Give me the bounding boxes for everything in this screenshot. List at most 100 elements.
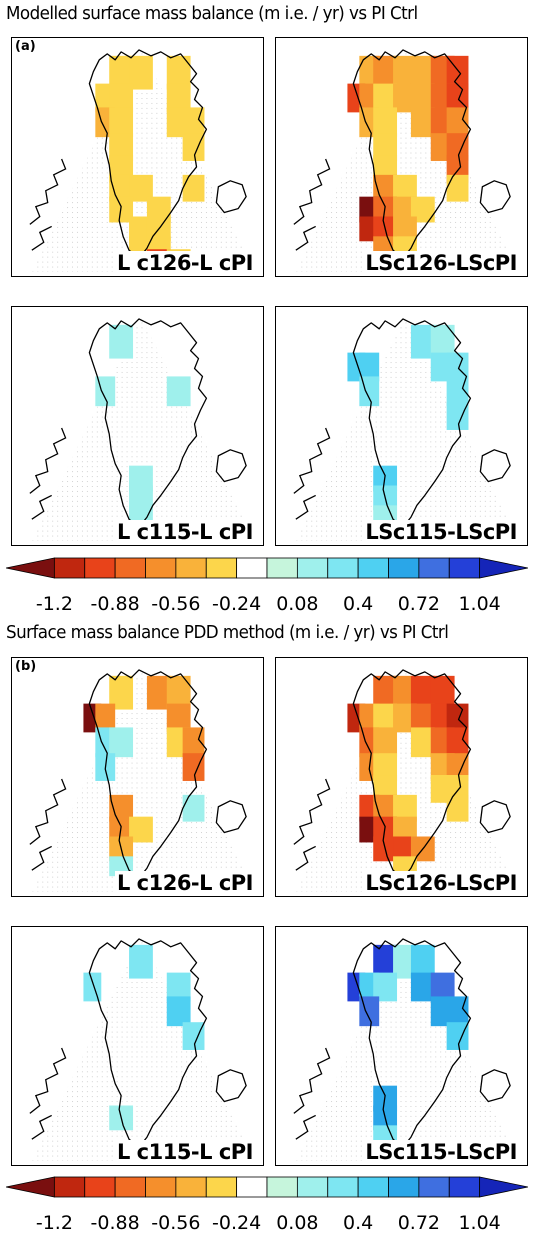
heatmap-cell bbox=[446, 1022, 469, 1050]
heatmap-cell bbox=[373, 83, 398, 113]
panel-caption: LSc126-LScPI bbox=[363, 871, 519, 895]
heatmap-cell bbox=[166, 83, 191, 113]
colorbar-swatch bbox=[357, 557, 389, 579]
colorbar-ticks-b: -1.2 -0.88 -0.56 -0.24 0.08 0.4 0.72 1.04 bbox=[0, 1212, 534, 1236]
heatmap-cell bbox=[373, 107, 398, 138]
colorbar-swatch bbox=[53, 557, 86, 579]
map-svg bbox=[29, 47, 256, 273]
grid-domain bbox=[295, 936, 520, 1162]
colorbar-swatch bbox=[145, 1176, 177, 1198]
colorbar-swatch bbox=[479, 557, 528, 579]
colorbar-swatch bbox=[388, 1176, 420, 1198]
map-panel-b-left: (b) L c126-L cPI bbox=[11, 657, 264, 897]
heatmap-cell bbox=[410, 324, 435, 359]
map-panel-a-right: LSc126-LScPI bbox=[275, 37, 528, 277]
heatmap-cell bbox=[109, 727, 134, 758]
heatmap-cell bbox=[109, 55, 134, 90]
map-svg bbox=[29, 316, 256, 542]
colorbar-swatch bbox=[84, 1176, 116, 1198]
panel-label: (a) bbox=[15, 39, 36, 54]
greenland-coastline bbox=[352, 669, 472, 879]
heatmap-cell bbox=[373, 753, 398, 781]
heatmap-cell bbox=[446, 55, 469, 90]
panel-caption: LSc126-LScPI bbox=[363, 251, 519, 275]
heatmap-cell bbox=[446, 174, 469, 202]
panel-caption: LSc115-LScPI bbox=[363, 1140, 519, 1164]
colorbar-tick-label: -0.24 bbox=[212, 1212, 262, 1234]
heatmap-cell bbox=[446, 107, 469, 138]
map-panel-b2-left: L c115-L cPI bbox=[11, 926, 264, 1166]
greenland-coastline bbox=[88, 938, 208, 1148]
heatmap-cell bbox=[182, 174, 205, 202]
heatmap-cell bbox=[129, 465, 153, 492]
heatmap-cell bbox=[129, 174, 153, 202]
heatmap-cell bbox=[182, 133, 205, 161]
iceland-coastline bbox=[479, 800, 511, 834]
heatmap-cell bbox=[410, 83, 435, 113]
map-svg bbox=[293, 47, 520, 273]
greenland-coastline bbox=[352, 49, 472, 259]
heatmap-cell bbox=[373, 675, 398, 710]
canada-coastline bbox=[29, 158, 67, 251]
heatmap-cell bbox=[166, 703, 191, 733]
colorbar-swatch bbox=[266, 1176, 298, 1198]
heatmap-cell bbox=[373, 133, 398, 161]
colorbar-swatch bbox=[145, 557, 177, 579]
colorbar-tick-label: -0.56 bbox=[151, 1212, 201, 1234]
colorbar-swatch bbox=[236, 557, 268, 579]
map-panel-a2-right: LSc115-LScPI bbox=[275, 306, 528, 546]
heatmap-cell bbox=[446, 83, 469, 113]
heatmap-cell bbox=[95, 376, 116, 407]
colorbar-swatch bbox=[6, 557, 55, 579]
heatmap-cell bbox=[166, 972, 191, 1002]
colorbar-tick-label: -0.56 bbox=[151, 593, 201, 615]
colorbar-swatch bbox=[205, 1176, 238, 1198]
heatmap-cell bbox=[129, 55, 153, 90]
greenland-coastline bbox=[88, 669, 208, 879]
heatmap-cell bbox=[446, 376, 469, 407]
map-panel-a-left: (a) L c126-L cPI bbox=[11, 37, 264, 277]
colorbar-tick-label: -0.88 bbox=[90, 1212, 140, 1234]
heatmap-cell bbox=[129, 944, 153, 979]
colorbar-swatch bbox=[236, 1176, 268, 1198]
colorbar-ticks-a: -1.2 -0.88 -0.56 -0.24 0.08 0.4 0.72 1.04 bbox=[0, 593, 534, 617]
colorbar-swatch bbox=[53, 1176, 86, 1198]
canada-coastline bbox=[293, 1047, 331, 1140]
panel-caption: LSc115-LScPI bbox=[363, 520, 519, 544]
map-svg bbox=[293, 936, 520, 1162]
panel-caption: L c126-L cPI bbox=[114, 251, 255, 275]
colorbar-swatch bbox=[175, 1176, 207, 1198]
map-svg bbox=[29, 667, 256, 893]
colorbar-swatch bbox=[296, 557, 329, 579]
heatmap-cell bbox=[410, 944, 435, 979]
colorbar-tick-label: -0.24 bbox=[212, 593, 262, 615]
map-panel-a2-left: L c115-L cPI bbox=[11, 306, 264, 546]
grid-domain bbox=[295, 667, 520, 893]
greenland-coastline bbox=[352, 318, 472, 528]
colorbar-swatch bbox=[448, 557, 481, 579]
heatmap-cell bbox=[109, 324, 134, 359]
heatmap-cell bbox=[359, 352, 380, 382]
colorbar-tick-label: 0.4 bbox=[343, 593, 374, 615]
colorbar-swatch bbox=[418, 557, 450, 579]
heatmap-cell bbox=[430, 675, 455, 710]
greenland-coastline bbox=[352, 938, 472, 1148]
heatmap-cell bbox=[446, 794, 469, 822]
panel-label: (b) bbox=[15, 659, 37, 674]
grid-domain bbox=[295, 47, 520, 273]
heatmap-cell bbox=[410, 675, 435, 710]
figure-title-b: Surface mass balance PDD method (m i.e. … bbox=[6, 622, 449, 643]
heatmap-cell bbox=[146, 675, 171, 710]
heatmap-cell bbox=[373, 972, 398, 1002]
heatmap-cell bbox=[410, 107, 435, 138]
canada-coastline bbox=[29, 427, 67, 520]
colorbar-tick-label: 1.04 bbox=[458, 593, 501, 615]
heatmap-cell bbox=[446, 133, 469, 161]
heatmap-cell bbox=[446, 402, 469, 430]
heatmap-cell bbox=[109, 83, 134, 113]
canada-coastline bbox=[29, 1047, 67, 1140]
panel-caption: L c115-L cPI bbox=[114, 1140, 255, 1164]
heatmap-cell bbox=[446, 753, 469, 781]
colorbar-swatch bbox=[175, 557, 207, 579]
greenland-coastline bbox=[88, 49, 208, 259]
